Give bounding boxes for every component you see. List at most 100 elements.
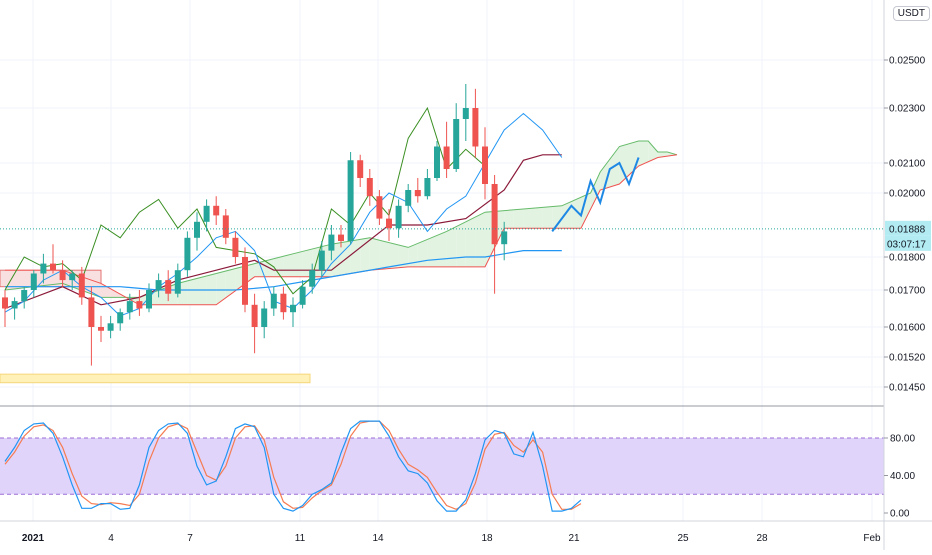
cloud-segment [293, 251, 303, 277]
candle-body [146, 290, 152, 309]
candle-body [69, 273, 76, 281]
candle-body [443, 146, 450, 169]
candle-body [174, 270, 181, 294]
cloud-span-a-line [4, 140, 678, 298]
currency-badge[interactable]: USDT [892, 6, 930, 21]
x-tick-label: 4 [108, 533, 114, 544]
candle-body [222, 215, 229, 238]
candle-body [405, 190, 412, 206]
y-tick-label: 0.01800 [889, 253, 926, 264]
cloud-segment [187, 278, 197, 305]
candle-body [21, 290, 28, 302]
candle-body [434, 146, 440, 178]
candle-body [482, 146, 488, 184]
cloud-segment [273, 256, 284, 277]
cloud-segment [225, 268, 236, 298]
cloud-segment [465, 217, 476, 267]
cloud-segment [619, 143, 629, 184]
cloud-segment [504, 209, 514, 229]
candle-body [366, 178, 373, 197]
stoch-k-line [4, 420, 582, 512]
x-tick-label: 18 [481, 533, 493, 544]
cloud-segment [389, 242, 399, 269]
kijun-sen-line [4, 154, 562, 310]
y-tick-label: 0.01520 [889, 353, 926, 364]
candle-body [290, 304, 296, 313]
cloud-segment [542, 206, 553, 229]
candle-body [50, 263, 56, 271]
cloud-segment [206, 273, 217, 305]
candle-body [232, 237, 239, 257]
cloud-segment [523, 208, 533, 229]
x-tick-label: 25 [677, 533, 689, 544]
stoch-band [0, 438, 884, 495]
candle-body [261, 308, 268, 327]
candle-body [309, 270, 316, 287]
x-tick-label: 11 [295, 533, 306, 544]
candle-body [347, 160, 354, 241]
x-tick-label: 14 [372, 533, 384, 544]
cloud-segment [216, 271, 226, 305]
cloud-segment [369, 237, 380, 271]
cloud-segment [341, 241, 351, 276]
y-tick-label: 0.02000 [889, 189, 926, 200]
y-tick-label: 0.01600 [889, 323, 926, 334]
candle-body [203, 205, 210, 222]
candle-body [357, 160, 364, 178]
stoch-tick-label: 40.00 [890, 471, 915, 482]
candle-body [242, 257, 248, 305]
candle-body [491, 184, 498, 245]
cloud-segment [379, 240, 389, 270]
y-tick-label: 0.02300 [889, 104, 926, 115]
candle-body [78, 273, 85, 298]
stoch-d-line [4, 420, 582, 510]
candle-body [414, 190, 421, 197]
candle-body [107, 323, 114, 331]
x-tick-label: 28 [756, 533, 768, 544]
x-tick-label: 7 [187, 533, 193, 544]
candle-body [270, 293, 277, 309]
countdown-label: 03:07:17 [887, 239, 926, 250]
x-tick-label: 2021 [22, 533, 45, 544]
cloud-segment [513, 209, 524, 229]
cloud-segment [475, 212, 485, 267]
candle-body [117, 312, 124, 324]
candle-body [472, 108, 479, 147]
y-tick-label: 0.01700 [889, 286, 926, 297]
y-tick-label: 0.01450 [889, 383, 926, 394]
candle-body [280, 293, 287, 313]
cloud-segment [398, 245, 409, 268]
cloud-segment [446, 226, 457, 267]
candle-body [328, 234, 335, 251]
candle-body [424, 178, 431, 197]
candle-body [462, 108, 469, 119]
cloud-segment [283, 253, 293, 277]
candle-body [98, 327, 104, 331]
cloud-segment [254, 261, 265, 277]
candle-body [213, 205, 220, 216]
cloud-span-b-line [5, 154, 678, 306]
cloud-segment [571, 197, 581, 229]
y-tick-label: 0.02500 [889, 56, 926, 67]
cloud-segment [456, 221, 466, 267]
cloud-segment [14, 270, 25, 289]
candle-body [501, 231, 508, 245]
candle-body [2, 297, 8, 309]
current-price-label: 0.01888 [889, 224, 926, 235]
x-tick-label: 21 [568, 533, 580, 544]
cloud-segment [437, 231, 447, 267]
moving-average-line [5, 250, 562, 291]
x-tick-label: Feb [863, 533, 881, 544]
cloud-segment [533, 207, 543, 229]
countdown-tag [885, 235, 931, 251]
cloud-segment [101, 283, 111, 298]
cloud-segment [648, 141, 658, 162]
cloud-segment [408, 243, 418, 267]
candle-body [395, 205, 402, 229]
candle-body [155, 280, 162, 290]
candle-body [251, 304, 258, 327]
y-tick-label: 0.02100 [889, 159, 926, 170]
cloud-segment [360, 237, 370, 272]
